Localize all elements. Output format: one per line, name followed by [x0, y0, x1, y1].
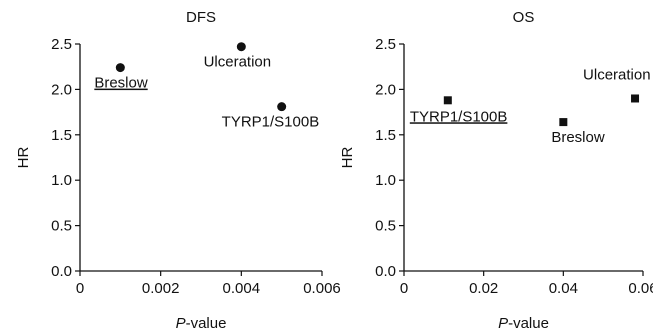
chart-title: OS	[513, 9, 535, 26]
panel-os: 0.0 0.5 1.0 1.5 2.0 2.5 0 0.02 0.04 0.06 OS HR P-val…	[339, 9, 653, 332]
y-tick-label: 1.0	[51, 172, 72, 189]
y-tick-label: 1.5	[51, 127, 72, 144]
x-tick-label: 0.06	[628, 280, 653, 297]
x-axis-label-rest: -value	[186, 315, 227, 332]
point-label: TYRP1/S100B	[222, 114, 320, 131]
y-tick-label: 0.5	[51, 218, 72, 235]
x-axis-label: P-value	[176, 315, 227, 332]
x-tick-label: 0.004	[223, 280, 261, 297]
data-point	[236, 42, 246, 52]
x-axis-label-rest: -value	[508, 315, 549, 332]
x-tick-label: 0.002	[142, 280, 180, 297]
point-label: TYRP1/S100B	[410, 108, 508, 125]
y-tick-label: 2.0	[51, 81, 72, 98]
y-tick-label: 0.5	[375, 218, 396, 235]
y-tick-label: 2.5	[375, 36, 396, 53]
data-point	[559, 118, 568, 127]
x-tick-label: 0	[76, 280, 84, 297]
point-label: Ulceration	[204, 54, 272, 71]
x-tick-label: 0.04	[549, 280, 578, 297]
y-tick-label: 1.0	[375, 172, 396, 189]
point-label: Breslow	[551, 129, 605, 146]
data-point	[277, 102, 287, 112]
x-axis-label: P-value	[498, 315, 549, 332]
x-axis-label-italic: P	[498, 315, 508, 332]
x-tick-label: 0	[400, 280, 408, 297]
y-tick-label: 0.0	[375, 263, 396, 280]
data-point	[631, 94, 640, 103]
chart-title: DFS	[186, 9, 216, 26]
data-point	[443, 96, 452, 105]
y-tick-label: 2.0	[375, 81, 396, 98]
x-tick-label: 0.02	[469, 280, 498, 297]
point-label: Breslow	[94, 75, 148, 92]
y-axis-label: HR	[339, 147, 356, 169]
data-point	[115, 63, 125, 73]
x-tick-label: 0.006	[303, 280, 341, 297]
point-label: Ulceration	[583, 66, 651, 83]
x-axis-label-italic: P	[176, 315, 186, 332]
y-tick-label: 0.0	[51, 263, 72, 280]
y-axis-label: HR	[15, 147, 32, 169]
y-tick-label: 1.5	[375, 127, 396, 144]
y-tick-label: 2.5	[51, 36, 72, 53]
panel-dfs: 0.0 0.5 1.0 1.5 2.0 2.5 0 0.002 0.004 0.006 DFS HR P…	[15, 9, 341, 332]
